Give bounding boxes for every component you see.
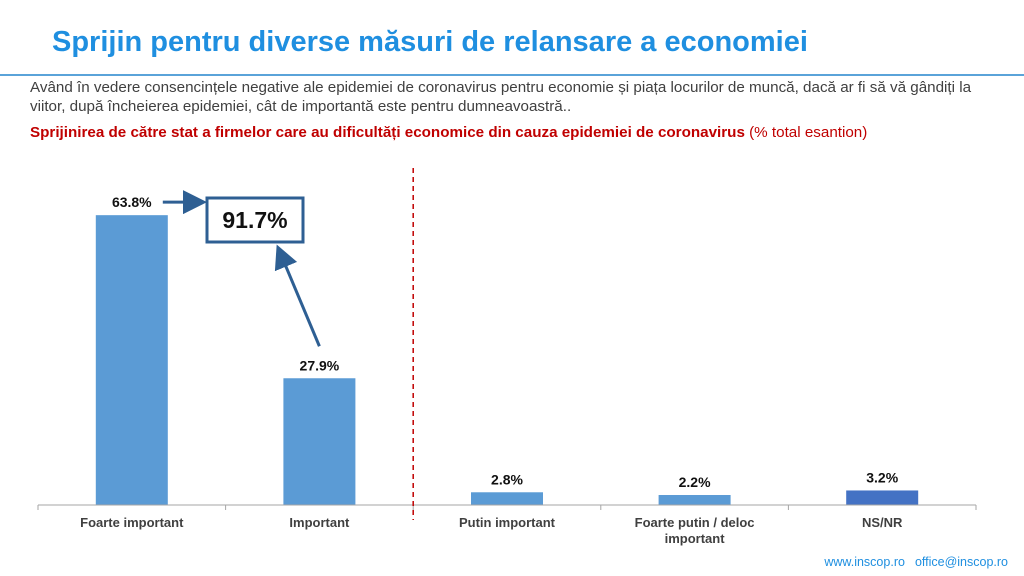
bar-1 xyxy=(95,215,168,505)
bar-4 xyxy=(658,495,731,505)
data-label-2: 27.9% xyxy=(300,357,340,373)
total-annotation-text: 91.7% xyxy=(222,207,287,233)
footer-email[interactable]: office@inscop.ro xyxy=(914,555,1008,569)
slide-title: Sprijin pentru diverse măsuri de relansa… xyxy=(52,26,808,58)
title-divider xyxy=(0,74,1024,76)
data-label-5: 3.2% xyxy=(866,469,898,485)
data-label-1: 63.8% xyxy=(112,194,152,210)
category-label-5: NS/NR xyxy=(862,515,903,530)
data-label-4: 2.2% xyxy=(679,474,711,490)
bar-5 xyxy=(846,490,919,505)
category-label-1: Foarte important xyxy=(80,515,184,530)
data-label-3: 2.8% xyxy=(491,471,523,487)
arrow-from-second-bar xyxy=(274,244,321,347)
bar-3 xyxy=(471,492,543,505)
total-annotation-box xyxy=(205,196,305,244)
bar-2 xyxy=(283,378,356,505)
footer-contact: www.inscop.ro office@inscop.ro xyxy=(814,555,1008,569)
category-label-4: Foarte putin / deloc important xyxy=(635,515,755,546)
bar-chart: 63.8% 27.9% 2.8% 2.2% 3.2% Foarte important Im… xyxy=(37,168,977,546)
footer-website[interactable]: www.inscop.ro xyxy=(824,555,905,569)
category-label-3: Putin important xyxy=(459,515,556,530)
subtitle-main: Sprijinirea de către stat a firmelor car… xyxy=(30,124,745,141)
survey-question: Având în vedere consencințele negative a… xyxy=(30,79,972,115)
category-label-2: Important xyxy=(289,515,350,530)
chart-subtitle: Sprijinirea de către stat a firmelor car… xyxy=(30,123,1005,142)
subtitle-unit: (% total esantion) xyxy=(744,124,868,141)
